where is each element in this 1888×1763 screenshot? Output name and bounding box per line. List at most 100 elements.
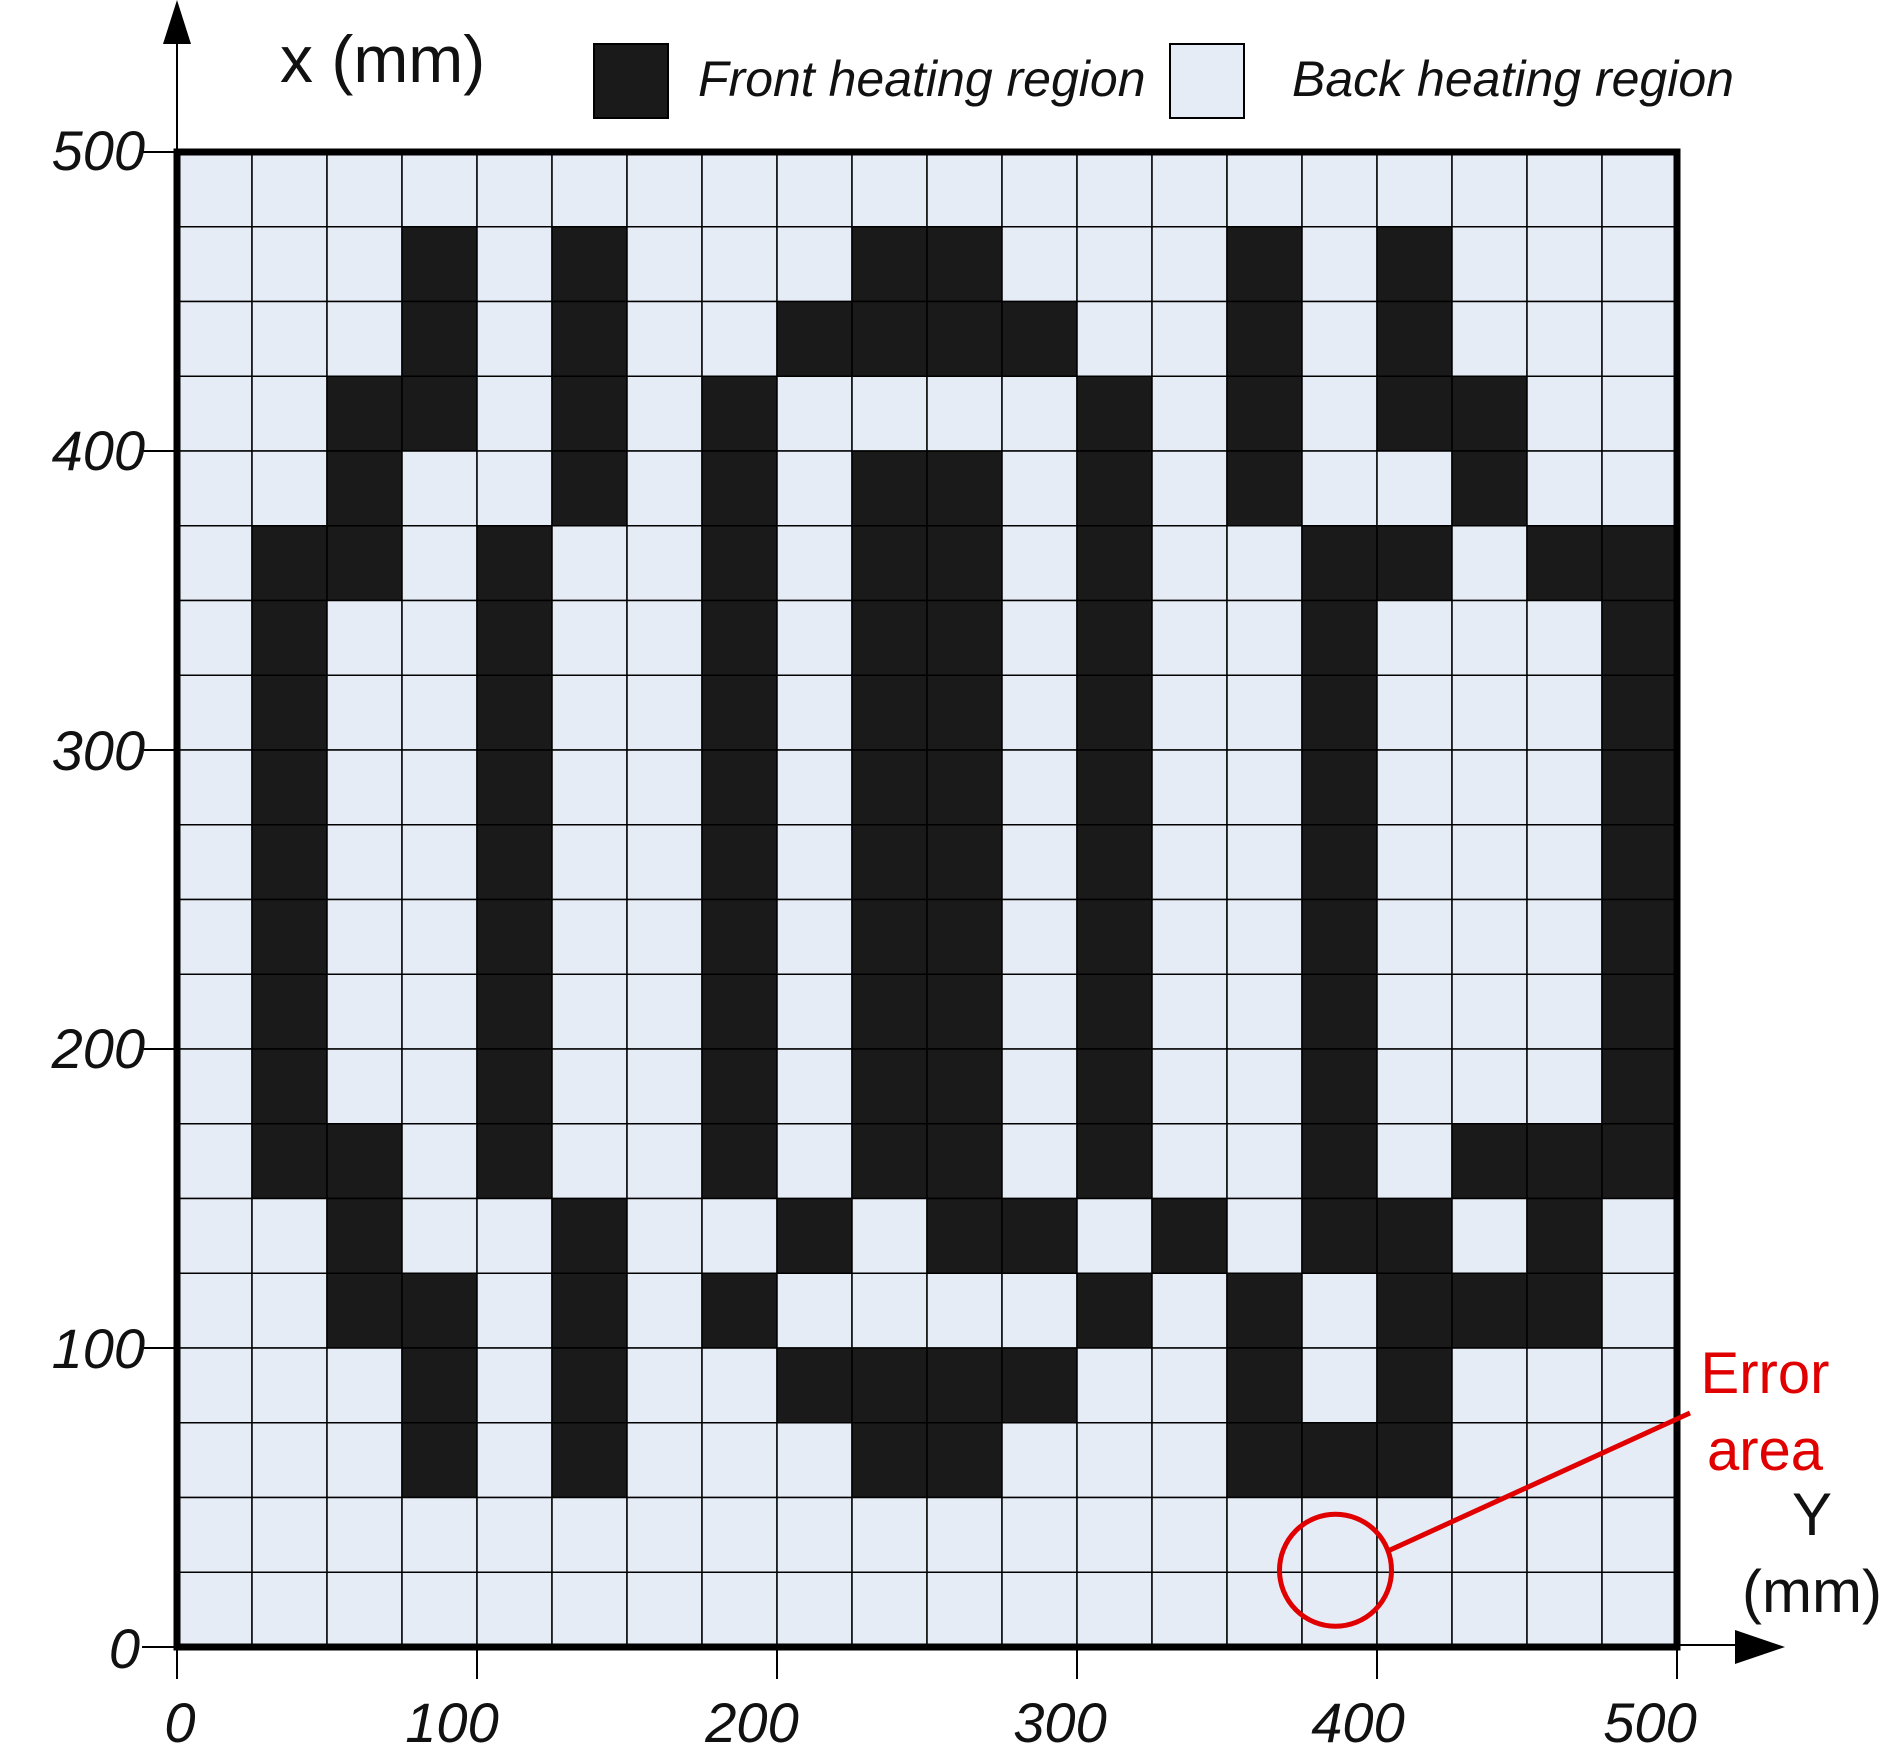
back-heating-cell [1526,151,1603,228]
front-heating-cell [851,1347,928,1424]
front-heating-cell [1376,226,1453,303]
front-heating-cell [551,1272,628,1349]
front-heating-cell [251,824,328,901]
front-heating-cell [1451,1123,1528,1200]
front-heating-cell [1001,300,1078,377]
front-heating-cell [851,226,928,303]
back-heating-cell [1601,226,1678,303]
back-heating-cell [476,300,553,377]
back-heating-cell [626,300,703,377]
back-heating-cell [476,1496,553,1573]
back-heating-cell [1076,300,1153,377]
back-heating-cell [926,1571,1003,1648]
front-heating-cell [1076,375,1153,452]
back-heating-cell [701,226,778,303]
back-heating-cell [1301,1272,1378,1349]
back-heating-cell [1226,674,1303,751]
heating-grid [176,151,1678,1648]
left-tick-label: 200 [51,1017,145,1080]
back-heating-cell [176,1571,253,1648]
back-heating-cell [1376,749,1453,826]
back-heating-cell [326,674,403,751]
front-heating-cell [701,973,778,1050]
front-heating-cell [926,973,1003,1050]
back-heating-cell [701,1496,778,1573]
front-heating-cell [1151,1197,1228,1274]
back-heating-cell [1601,1571,1678,1648]
front-heating-cell [851,450,928,527]
front-heating-cell [1001,1347,1078,1424]
back-heating-cell [1301,151,1378,228]
back-heating-cell [1376,973,1453,1050]
front-heating-cell [1376,1197,1453,1274]
back-heating-cell [176,300,253,377]
back-heating-cell [176,226,253,303]
back-heating-cell [1376,824,1453,901]
front-heating-cell [1076,525,1153,602]
bottom-tick-label: 500 [1603,1691,1696,1754]
back-heating-cell [626,1571,703,1648]
front-heating-cell [851,1048,928,1125]
back-heating-cell [551,749,628,826]
front-heating-cell [926,749,1003,826]
front-heating-cell [476,674,553,751]
back-heating-cell [1076,1422,1153,1499]
front-heating-cell [551,450,628,527]
legend-swatch-back [1169,43,1245,119]
front-heating-cell [1226,450,1303,527]
front-heating-cell [851,599,928,676]
back-heating-cell [926,375,1003,452]
grid-border [173,148,1681,1651]
bottom-tick-label: 0 [164,1691,195,1754]
back-heating-cell [326,300,403,377]
vertical-axis-title: x (mm) [280,22,485,96]
back-heating-cell [326,973,403,1050]
back-heating-cell [1001,1422,1078,1499]
error-label-line2: area [1707,1418,1824,1483]
back-heating-cell [701,151,778,228]
back-heating-cell [776,1123,853,1200]
back-heating-cell [1301,226,1378,303]
front-heating-cell [1601,898,1678,975]
back-heating-cell [476,375,553,452]
back-heating-cell [1526,1571,1603,1648]
left-tick-label: 100 [52,1317,145,1380]
back-heating-cell [551,1048,628,1125]
back-heating-cell [1226,1571,1303,1648]
back-heating-cell [1076,1496,1153,1573]
back-heating-cell [326,1048,403,1125]
back-heating-cell [1001,226,1078,303]
back-heating-cell [1076,1197,1153,1274]
back-heating-cell [176,898,253,975]
back-heating-cell [251,151,328,228]
front-heating-cell [851,973,928,1050]
front-heating-cell [326,1123,403,1200]
back-heating-cell [776,1048,853,1125]
back-heating-cell [1226,1048,1303,1125]
back-heating-cell [251,1347,328,1424]
back-heating-cell [926,151,1003,228]
front-heating-cell [851,1123,928,1200]
front-heating-cell [851,525,928,602]
front-heating-cell [701,674,778,751]
back-heating-cell [401,898,478,975]
back-heating-cell [326,1496,403,1573]
back-heating-cell [626,525,703,602]
back-heating-cell [1076,226,1153,303]
back-heating-cell [1001,1272,1078,1349]
back-heating-cell [1451,226,1528,303]
front-heating-cell [401,375,478,452]
back-heating-cell [1451,525,1528,602]
back-heating-cell [1376,151,1453,228]
front-heating-cell [1526,1123,1603,1200]
back-heating-cell [551,525,628,602]
back-heating-cell [326,898,403,975]
back-heating-cell [476,450,553,527]
front-heating-cell [1226,226,1303,303]
back-heating-cell [1001,674,1078,751]
front-heating-cell [1076,973,1153,1050]
back-heating-cell [1601,1422,1678,1499]
front-heating-cell [926,674,1003,751]
front-heating-cell [551,1347,628,1424]
front-heating-cell [251,674,328,751]
